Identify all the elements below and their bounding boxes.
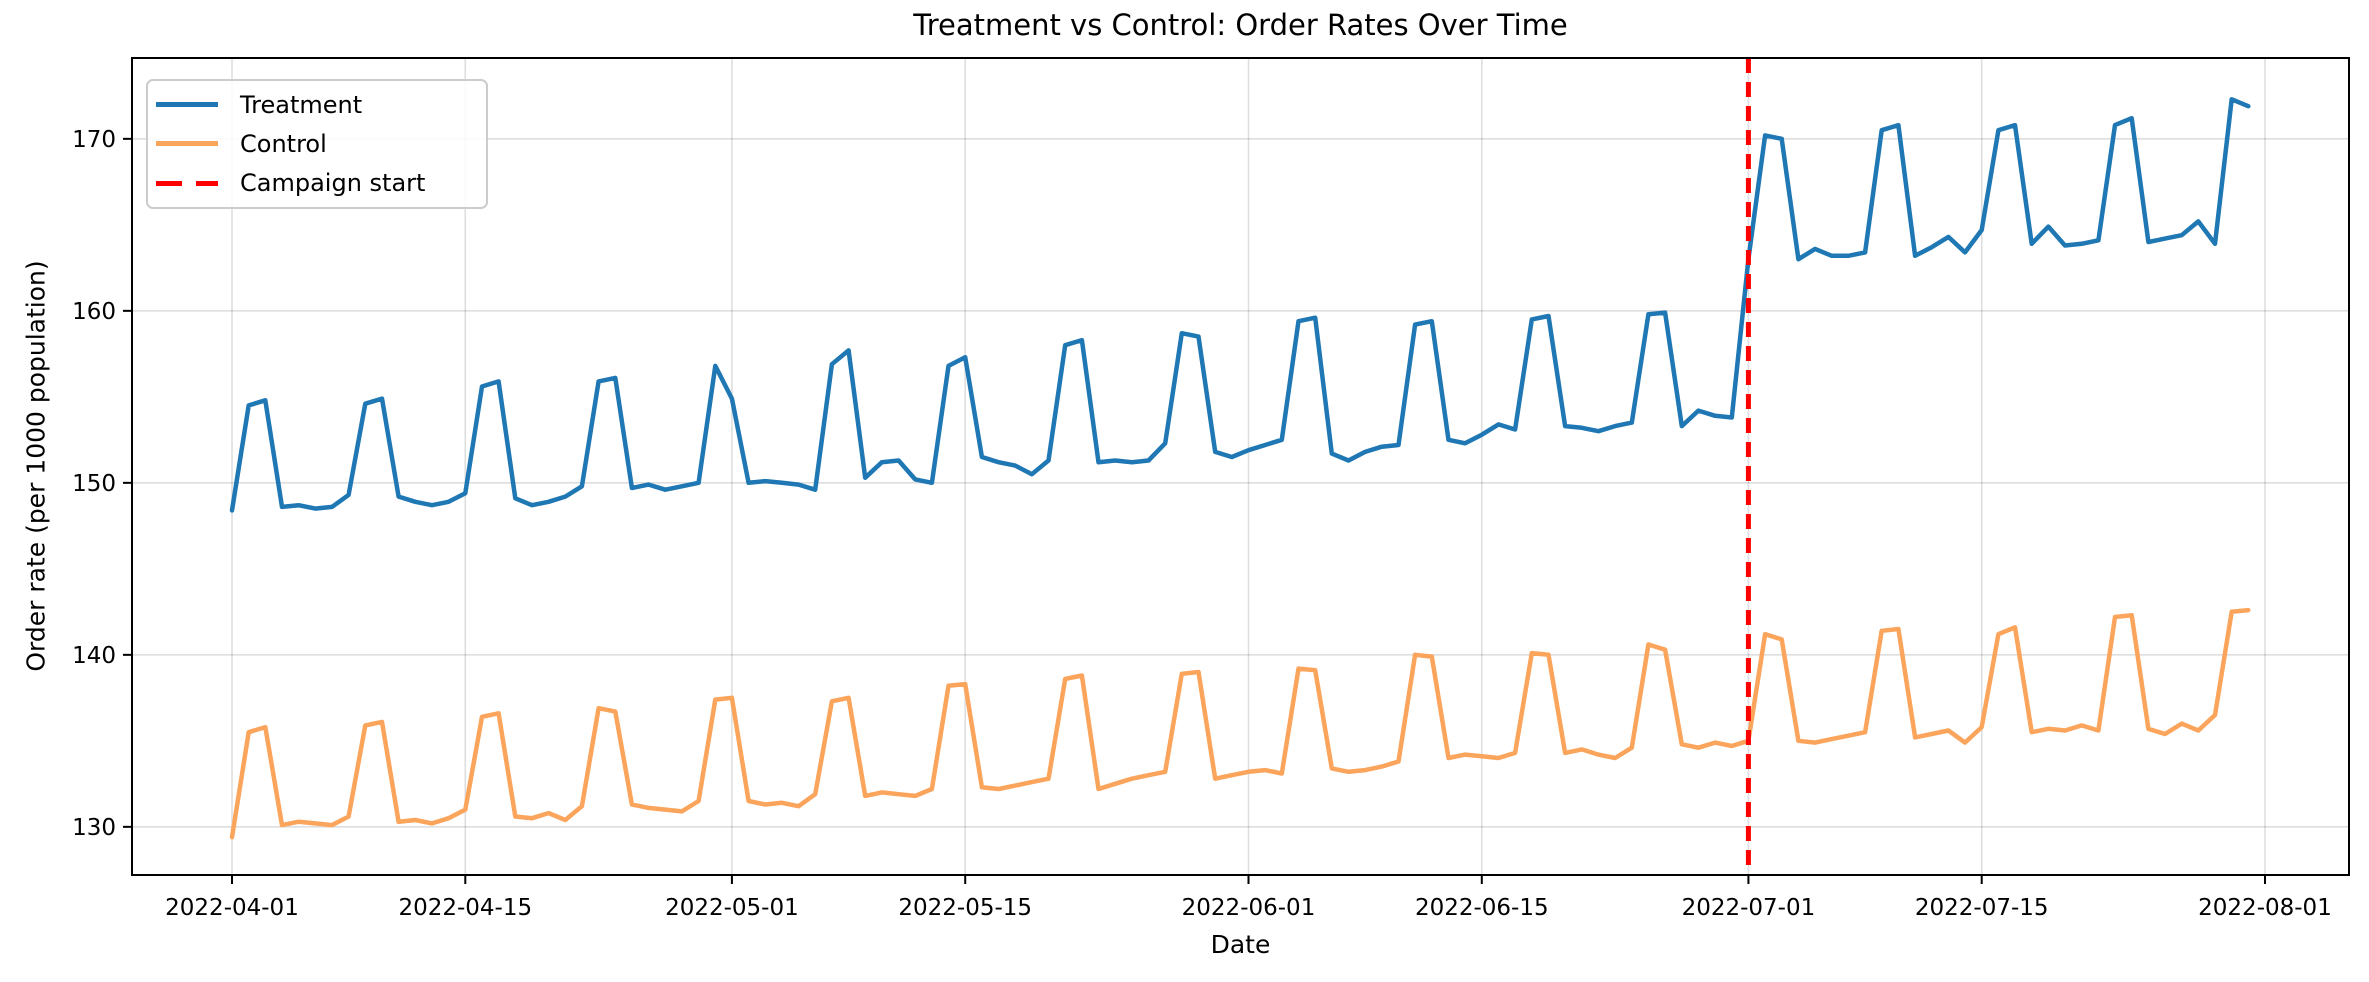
y-tick-label: 170 [72,127,116,153]
control-line-swatch [156,141,218,147]
y-tick-label: 130 [72,815,116,841]
legend-item-control: Control [156,124,476,163]
y-tick-label: 160 [72,299,116,325]
control-line [229,607,2251,840]
y-tick-label: 140 [72,643,116,669]
legend-label-control: Control [240,129,327,158]
x-axis-label: Date [1210,930,1271,959]
x-tick-label: 2022-06-01 [1182,895,1316,921]
legend-label-treatment: Treatment [240,90,363,119]
x-tick-label: 2022-06-15 [1415,895,1549,921]
treatment-line-swatch [156,102,218,108]
legend-label-campaign-start: Campaign start [240,169,426,198]
x-tick-label: 2022-05-01 [665,895,799,921]
x-tick-label: 2022-07-15 [1915,895,2049,921]
x-tick-label: 2022-04-01 [165,895,299,921]
x-tick-label: 2022-07-01 [1682,895,1816,921]
x-tick-label: 2022-04-15 [398,895,532,921]
legend-item-treatment: Treatment [156,85,476,124]
campaign-start-line-swatch [156,180,218,186]
y-tick-label: 150 [72,471,116,497]
y-axis-label: Order rate (per 1000 population) [21,260,51,672]
chart-title: Treatment vs Control: Order Rates Over T… [913,8,1568,42]
legend-item-campaign-start: Campaign start [156,164,476,203]
x-tick-label: 2022-05-15 [898,895,1032,921]
treatment-line [229,97,2251,513]
legend: Treatment Control Campaign start [146,79,488,209]
plot-border [131,57,2350,876]
x-tick-label: 2022-08-01 [2198,895,2332,921]
